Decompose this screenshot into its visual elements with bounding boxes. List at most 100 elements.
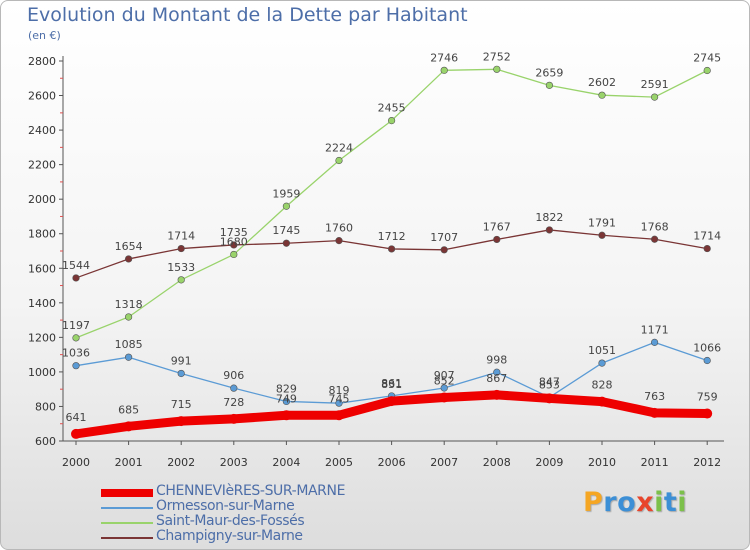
legend: CHENNEVIèRES-SUR-MARNE Ormesson-sur-Marne…: [101, 483, 401, 545]
data-point: [388, 116, 396, 125]
data-label: 1767: [483, 220, 511, 233]
data-label: 759: [697, 391, 718, 404]
logo-letter: r: [603, 487, 618, 518]
data-point: [545, 226, 554, 234]
data-label: 867: [486, 372, 507, 385]
y-tick-label: 2200: [28, 159, 56, 172]
data-point: [702, 408, 713, 419]
data-point: [703, 244, 711, 253]
data-label: 715: [171, 398, 192, 411]
x-tick-label: 2008: [483, 456, 511, 469]
data-point: [544, 393, 555, 404]
y-tick-label: 1200: [28, 331, 56, 344]
data-label: 2591: [641, 78, 669, 91]
data-point: [177, 369, 185, 378]
chart-subtitle: (en €): [28, 29, 61, 42]
data-label: 749: [276, 392, 297, 405]
data-label: 2224: [325, 141, 353, 154]
legend-label: Saint-Maur-des-Fossés: [156, 513, 305, 529]
data-label: 998: [486, 353, 507, 366]
y-tick-label: 2600: [28, 90, 56, 103]
data-point: [72, 362, 80, 370]
data-point: [491, 389, 502, 400]
proxiti-logo: Proxiti: [583, 487, 687, 518]
x-tick-label: 2000: [62, 456, 90, 469]
data-point: [281, 410, 292, 421]
x-tick-label: 2007: [430, 456, 458, 469]
data-point: [439, 392, 450, 403]
data-point: [440, 384, 448, 392]
data-label: 991: [171, 354, 192, 367]
y-tick-label: 1400: [28, 297, 56, 310]
data-label: 1735: [220, 226, 248, 239]
data-label: 2455: [378, 102, 406, 115]
x-tick-label: 2005: [325, 456, 353, 469]
data-label: 2602: [588, 76, 616, 89]
data-point: [493, 235, 501, 244]
data-label: 1959: [272, 187, 300, 200]
data-point: [334, 410, 344, 421]
data-label: 1712: [378, 230, 406, 243]
data-label: 1066: [693, 342, 721, 355]
data-point: [649, 407, 660, 418]
data-label: 1318: [115, 298, 143, 311]
data-label: 2745: [693, 52, 721, 65]
data-label: 1707: [430, 231, 458, 244]
data-label: 907: [434, 369, 455, 382]
data-point: [388, 245, 396, 253]
data-point: [440, 246, 448, 254]
data-label: 1680: [220, 235, 248, 248]
data-point: [598, 91, 606, 99]
data-point: [493, 65, 501, 73]
data-label: 763: [644, 390, 665, 403]
y-tick-label: 2400: [28, 124, 56, 137]
data-label: 853: [539, 378, 560, 391]
y-tick-label: 1000: [28, 366, 56, 379]
data-point: [493, 368, 501, 376]
data-point: [335, 399, 343, 407]
data-point: [282, 202, 291, 210]
data-label: 1544: [62, 259, 90, 272]
data-point: [335, 237, 343, 245]
data-label: 852: [434, 374, 455, 387]
data-point: [72, 334, 80, 342]
logo-letter: t: [663, 487, 678, 518]
data-label: 1768: [641, 220, 669, 233]
data-label: 831: [381, 378, 402, 391]
data-point: [228, 413, 239, 424]
legend-label: Ormesson-sur-Marne: [156, 498, 295, 514]
data-label: 847: [539, 375, 560, 388]
logo-letter: P: [583, 487, 604, 518]
data-point: [176, 416, 187, 427]
logo-letter: x: [636, 487, 655, 518]
x-tick-label: 2010: [588, 456, 616, 469]
chart-title: Evolution du Montant de la Dette par Hab…: [27, 4, 468, 26]
data-point: [597, 396, 607, 407]
data-point: [177, 276, 185, 284]
data-label: 1654: [115, 240, 143, 253]
data-label: 819: [329, 384, 350, 397]
data-label: 1533: [167, 261, 195, 274]
data-point: [71, 428, 81, 439]
data-label: 1822: [535, 211, 563, 224]
y-tick-label: 2000: [28, 193, 56, 206]
legend-label: Champigny-sur-Marne: [156, 528, 303, 544]
x-tick-label: 2003: [220, 456, 248, 469]
data-point: [598, 359, 606, 367]
data-label: 828: [592, 379, 613, 392]
data-point: [386, 396, 397, 407]
data-point: [598, 231, 606, 239]
legend-label: CHENNEVIèRES-SUR-MARNE: [156, 483, 346, 499]
logo-letter: o: [617, 487, 637, 518]
data-label: 1085: [115, 338, 143, 351]
x-tick-label: 2011: [641, 456, 669, 469]
data-label: 685: [118, 403, 139, 416]
data-point: [650, 93, 659, 101]
data-label: 1760: [325, 222, 353, 235]
data-label: 1714: [693, 230, 721, 243]
legend-item: Ormesson-sur-Marne: [101, 498, 401, 515]
data-label: 1745: [272, 224, 300, 237]
legend-swatch: [101, 507, 153, 509]
